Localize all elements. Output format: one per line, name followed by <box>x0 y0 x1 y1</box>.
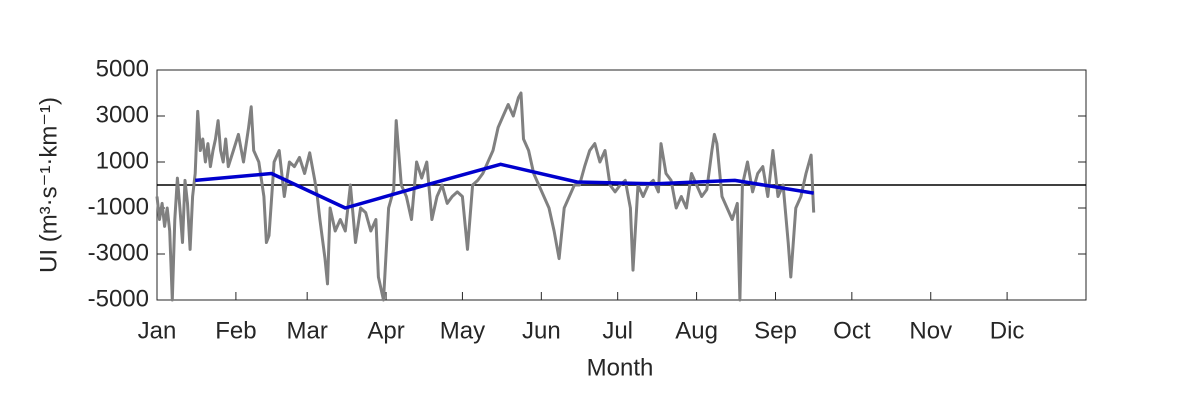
x-tick-label: Dic <box>990 317 1025 344</box>
x-axis-label: Month <box>587 354 654 381</box>
x-tick-label: Jan <box>138 317 177 344</box>
y-tick-label: -1000 <box>88 193 149 220</box>
x-tick-label: May <box>440 317 485 344</box>
y-tick-label: -5000 <box>88 285 149 312</box>
x-tick-label: Oct <box>833 317 871 344</box>
x-tick-label: Aug <box>675 317 718 344</box>
y-tick-label: 1000 <box>96 147 149 174</box>
data-line <box>195 162 814 210</box>
y-axis-label: UI (m³·s⁻¹·km⁻¹) <box>35 97 62 273</box>
x-tick-label: Nov <box>909 317 952 344</box>
y-tick-label: 5000 <box>96 55 149 82</box>
data-line <box>155 91 816 302</box>
x-tick-label: Mar <box>286 317 327 344</box>
x-tick-label: Feb <box>215 317 256 344</box>
x-tick-label: Sep <box>754 317 797 344</box>
y-tick-label: 3000 <box>96 101 149 128</box>
x-tick-label: Apr <box>367 317 404 344</box>
x-tick-label: Jul <box>602 317 633 344</box>
x-tick-label: Jun <box>522 317 561 344</box>
y-tick-label: -3000 <box>88 239 149 266</box>
